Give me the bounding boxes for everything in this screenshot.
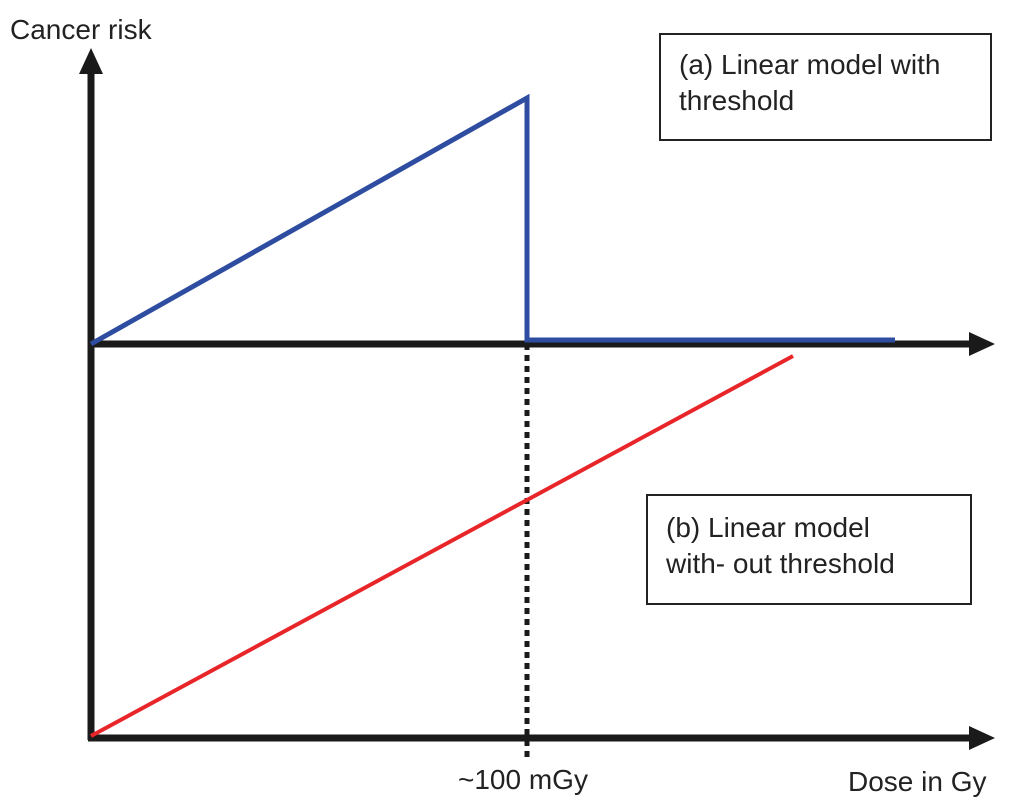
- y-axis-label: Cancer risk: [10, 14, 152, 45]
- legend-b-line1: (b) Linear model: [666, 512, 870, 543]
- legend-a-line1: (a) Linear model with: [679, 49, 941, 80]
- legend-b-line2: with- out threshold: [666, 548, 895, 579]
- lower-x-axis-arrowhead: [969, 726, 995, 750]
- model-b-line: [90, 354, 794, 738]
- threshold-label: ~100 mGy: [458, 764, 588, 795]
- upper-x-axis-arrowhead: [969, 332, 995, 356]
- x-axis-label: Dose in Gy: [848, 766, 987, 797]
- legend-box-model-b: (b) Linear model with- out threshold: [646, 494, 972, 605]
- y-axis-arrowhead: [79, 48, 103, 74]
- model-a-line: [89, 93, 895, 347]
- legend-a-line2: threshold: [679, 85, 795, 116]
- legend-box-model-a: (a) Linear model with threshold: [659, 33, 992, 141]
